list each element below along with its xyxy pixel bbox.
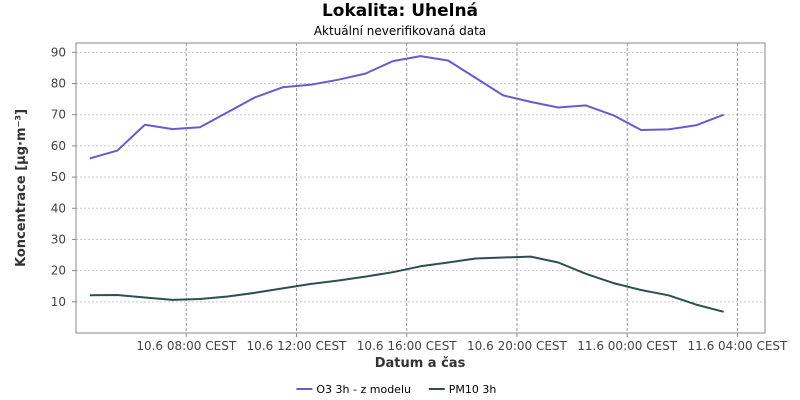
- series-line-2: [89, 255, 724, 313]
- plot-background: [76, 43, 765, 333]
- gridlines: [76, 43, 765, 333]
- chart-title: Lokalita: Uhelná: [321, 1, 479, 21]
- x-tick-label: 10.6 20:00 CEST: [467, 339, 568, 353]
- x-axis-title: Datum a čas: [375, 356, 466, 371]
- y-axis-title: Koncentrace [µg·m⁻³]: [14, 109, 29, 267]
- x-tick-label: 11.6 04:00 CEST: [688, 339, 789, 353]
- y-tick-label: 70: [51, 108, 66, 122]
- x-tick-label: 10.6 16:00 CEST: [357, 339, 458, 353]
- legend-label-1: O3 3h - z modelu: [316, 383, 411, 396]
- y-tick-label: 60: [51, 139, 66, 153]
- y-tick-label: 80: [51, 77, 66, 91]
- y-tick-label: 10: [51, 295, 66, 309]
- y-tick-label: 50: [51, 170, 66, 184]
- chart-subtitle: Aktuální neverifikovaná data: [313, 24, 487, 38]
- legend-label-2: PM10 3h: [449, 383, 497, 396]
- series-layer: [89, 55, 725, 313]
- y-tick-label: 30: [51, 232, 66, 246]
- x-tick-label: 10.6 08:00 CEST: [136, 339, 237, 353]
- axes: 10 20 30 40 50 60 70 80 90 10.6 08:00 CEST 10.6 12…: [51, 45, 788, 353]
- x-tick-label: 11.6 00:00 CEST: [577, 339, 678, 353]
- y-tick-label: 20: [51, 264, 66, 278]
- y-tick-label: 40: [51, 201, 66, 215]
- y-tick-label: 90: [51, 45, 66, 59]
- legend: O3 3h - z modelu PM10 3h: [296, 383, 496, 396]
- plot-border: [75, 42, 766, 334]
- x-tick-label: 10.6 12:00 CEST: [247, 339, 348, 353]
- series-line-1: [89, 55, 725, 160]
